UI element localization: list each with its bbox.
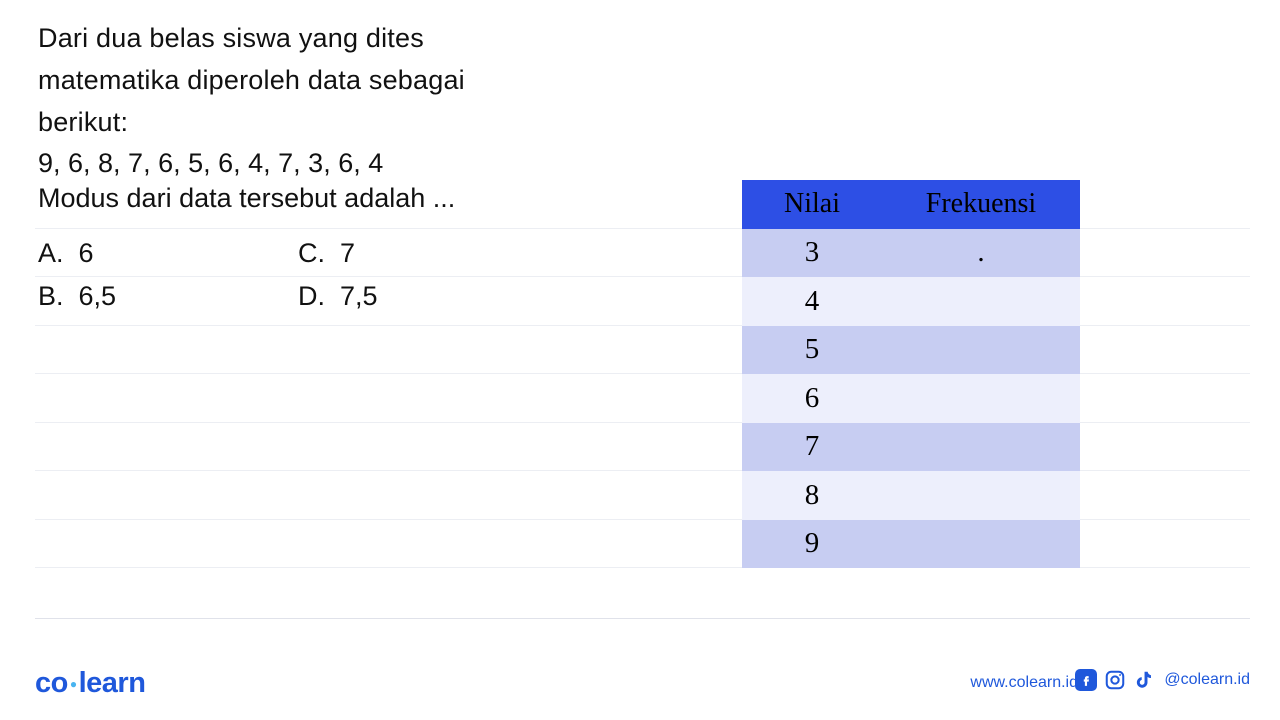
table-row: 3 . [742, 229, 1080, 278]
cell-nilai: 6 [742, 382, 882, 415]
question-block: Dari dua belas siswa yang dites matemati… [38, 18, 508, 214]
choice-c-value: 7 [340, 238, 355, 268]
cell-nilai: 3 [742, 236, 882, 269]
choices-block: A. 6 C. 7 B. 6,5 D. 7,5 [38, 232, 478, 318]
logo-left: co [35, 667, 68, 699]
table-row: 9 [742, 520, 1080, 569]
question-line1: Dari dua belas siswa yang dites [38, 18, 508, 60]
table-row: 7 [742, 423, 1080, 472]
table-row: 5 [742, 326, 1080, 375]
cell-nilai: 9 [742, 527, 882, 560]
question-line3: berikut: [38, 102, 508, 144]
choice-c: C. 7 [298, 232, 355, 275]
question-data: 9, 6, 8, 7, 6, 5, 6, 4, 7, 3, 6, 4 [38, 148, 508, 179]
footer: co●learn www.colearn.id @colearn.id [35, 618, 1250, 698]
footer-url: www.colearn.id [970, 674, 1078, 692]
frequency-table: Nilai Frekuensi 3 . 4 5 6 7 8 9 [742, 180, 1080, 568]
table-header-frekuensi: Frekuensi [882, 180, 1080, 229]
table-row: 6 [742, 374, 1080, 423]
choice-row-2: B. 6,5 D. 7,5 [38, 275, 478, 318]
slide-root: Dari dua belas siswa yang dites matemati… [0, 0, 1280, 720]
cell-nilai: 5 [742, 333, 882, 366]
table-row: 4 [742, 277, 1080, 326]
choice-a-value: 6 [79, 238, 94, 268]
choice-row-1: A. 6 C. 7 [38, 232, 478, 275]
logo-right: learn [79, 667, 146, 699]
question-ask: Modus dari data tersebut adalah ... [38, 183, 508, 214]
choice-b-value: 6,5 [79, 281, 117, 311]
instagram-icon [1104, 669, 1126, 691]
facebook-icon [1075, 669, 1097, 691]
question-line2: matematika diperoleh data sebagai [38, 60, 508, 102]
choice-b: B. 6,5 [38, 275, 298, 318]
logo-dot-icon: ● [70, 677, 77, 691]
cell-frek: . [882, 236, 1080, 269]
choice-d-value: 7,5 [340, 281, 378, 311]
tiktok-icon [1133, 669, 1155, 691]
cell-nilai: 4 [742, 285, 882, 318]
table-row: 8 [742, 471, 1080, 520]
table-header-nilai: Nilai [742, 180, 882, 229]
logo: co●learn [35, 667, 145, 700]
table-header: Nilai Frekuensi [742, 180, 1080, 229]
cell-nilai: 8 [742, 479, 882, 512]
footer-socials: @colearn.id [1075, 669, 1250, 691]
footer-handle: @colearn.id [1164, 671, 1250, 689]
choice-a: A. 6 [38, 232, 298, 275]
choice-d: D. 7,5 [298, 275, 378, 318]
cell-nilai: 7 [742, 430, 882, 463]
